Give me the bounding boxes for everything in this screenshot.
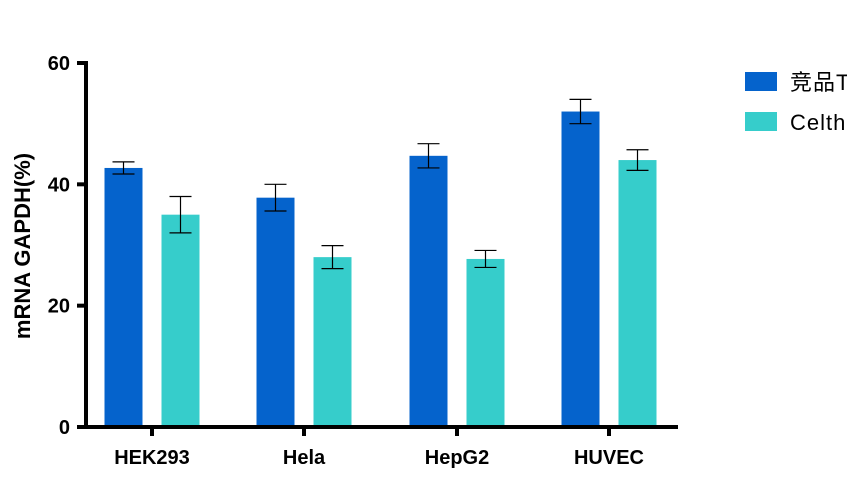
y-tick-label: 0 [59,417,70,439]
y-tick-label: 60 [48,53,70,75]
bar-series1-hela [256,197,295,427]
bar-series2-hek293 [161,214,200,427]
legend-label: Celth [790,110,846,135]
x-tick-label: HUVEC [574,447,644,469]
bars-layer [104,111,657,428]
bar-series1-huvec [561,111,600,428]
x-ticks: HEK293 Hela HepG2 HUVEC [114,427,644,469]
x-tick-label: HepG2 [425,447,489,469]
y-tick-label: 40 [48,174,70,196]
bar-series2-hepg2 [466,258,505,427]
y-axis-label: mRNA GAPDH(%) [10,153,35,339]
error-bars-layer [112,98,649,270]
legend-swatch [745,72,777,91]
x-tick-label: HEK293 [114,447,190,469]
bar-series1-hepg2 [409,155,448,427]
legend-swatch [745,112,777,131]
bar-series2-huvec [618,160,657,428]
bar-series2-hela [313,257,352,427]
y-tick-label: 20 [48,296,70,318]
x-tick-label: Hela [283,447,326,469]
y-ticks: 0 20 40 60 [48,53,86,439]
bar-series1-hek293 [104,167,143,427]
legend-label: 竞品T [790,70,847,95]
legend: 竞品T Celth [745,70,847,135]
axes-layer [84,61,678,429]
